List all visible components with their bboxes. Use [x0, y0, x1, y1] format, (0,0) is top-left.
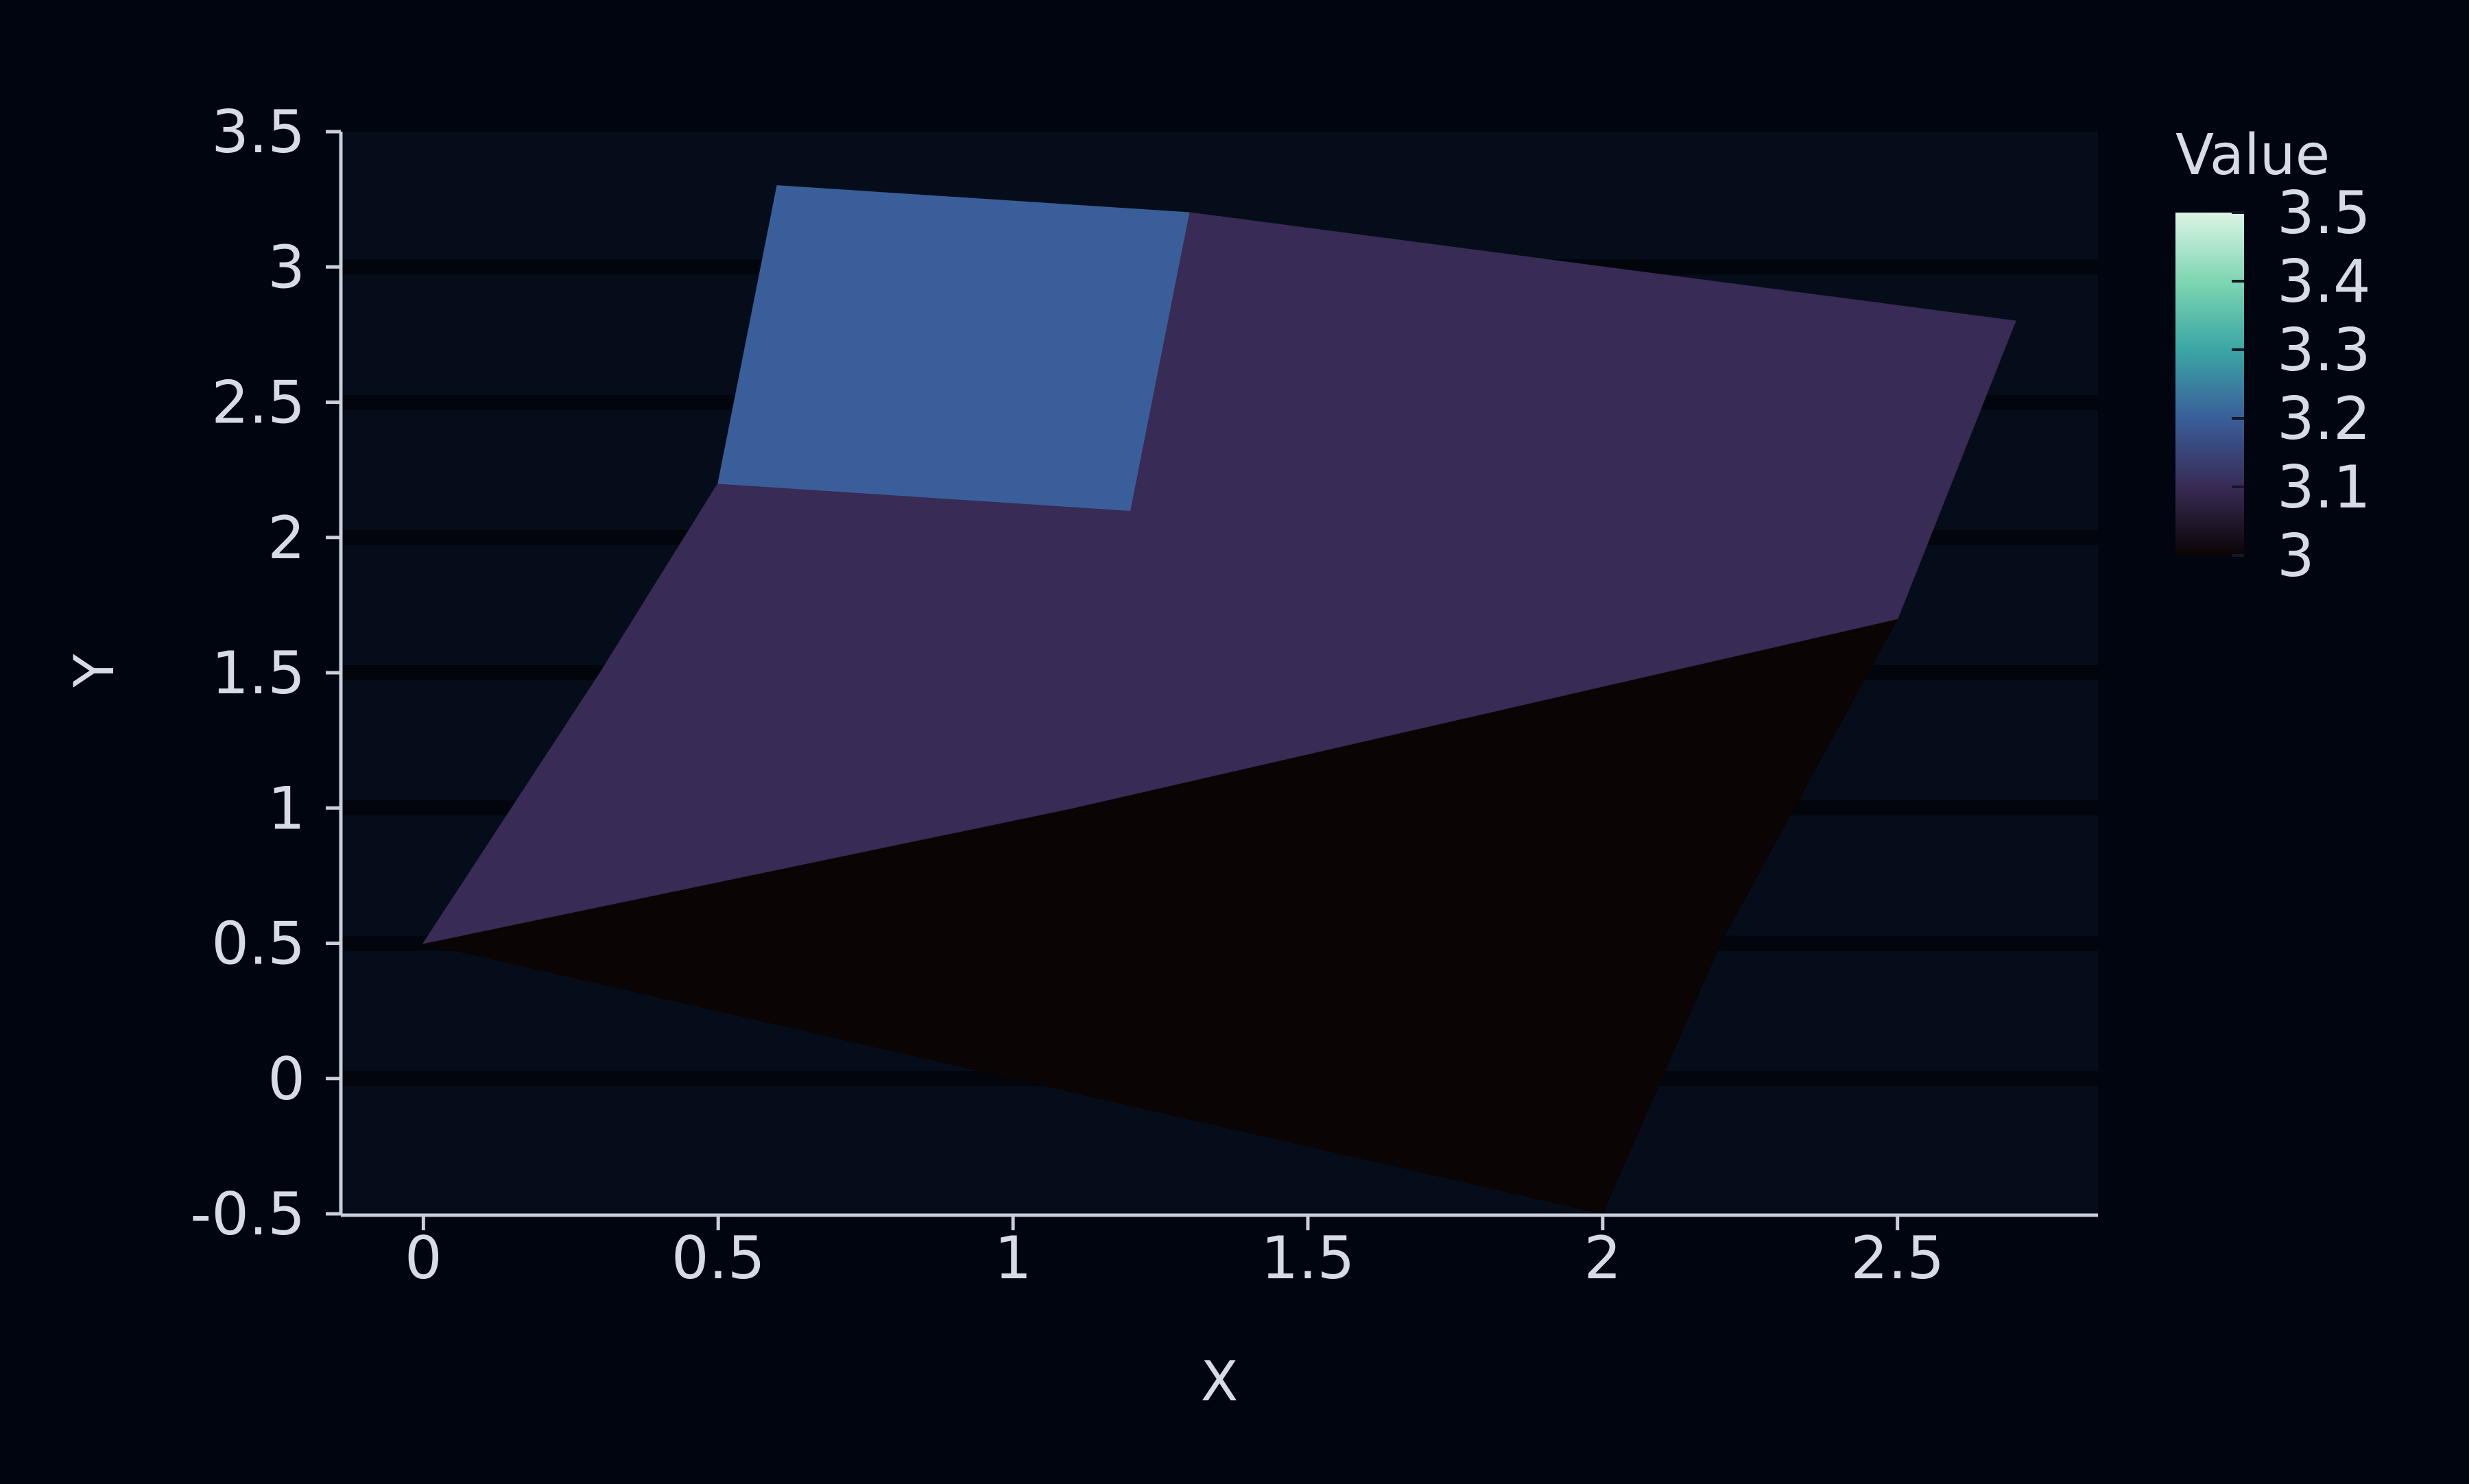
colorbar: Value 33.13.23.33.43.5 [2175, 123, 2371, 590]
colorbar-tick-label: 3.1 [2277, 453, 2371, 522]
y-tick-label: 1.5 [211, 639, 305, 708]
x-tick-label: 1 [994, 1224, 1032, 1293]
mesh-cell [1130, 212, 2016, 619]
tick-labels: 0 0.5 1 1.5 2 2.5 -0.5 0 0.5 1 1.5 2 2.5 3 3.5 [190, 98, 1944, 1293]
x-tick-label: 0.5 [671, 1224, 765, 1293]
colorbar-ticks: 33.13.23.33.43.5 [2232, 179, 2371, 590]
x-axis-label: X [1201, 1350, 1239, 1413]
colorbar-tick-label: 3.3 [2277, 316, 2371, 385]
y-tick-label: 3 [267, 233, 305, 302]
x-tick-label: 0 [405, 1224, 442, 1293]
y-tick-label: 3.5 [211, 98, 305, 167]
colorbar-tick-label: 3.2 [2277, 385, 2371, 453]
y-tick-label: -0.5 [190, 1180, 305, 1249]
colorbar-label: Value [2175, 123, 2330, 188]
x-tick-label: 2 [1584, 1224, 1621, 1293]
colorbar-gradient [2175, 213, 2244, 555]
y-axis-label: Y [62, 653, 126, 688]
mesh-cell [717, 185, 1191, 512]
y-tick-label: 0.5 [211, 910, 305, 979]
x-tick-label: 2.5 [1850, 1224, 1944, 1293]
colorbar-tick-label: 3.5 [2277, 179, 2371, 248]
y-tick-label: 2.5 [211, 369, 305, 438]
colorbar-tick-label: 3.4 [2277, 248, 2371, 316]
colorbar-tick-label: 3 [2277, 522, 2315, 590]
y-tick-label: 2 [267, 504, 305, 573]
mesh-cells [422, 185, 2016, 1215]
y-tick-label: 0 [267, 1045, 305, 1114]
y-tick-label: 1 [267, 774, 305, 843]
x-tick-label: 1.5 [1261, 1224, 1355, 1293]
